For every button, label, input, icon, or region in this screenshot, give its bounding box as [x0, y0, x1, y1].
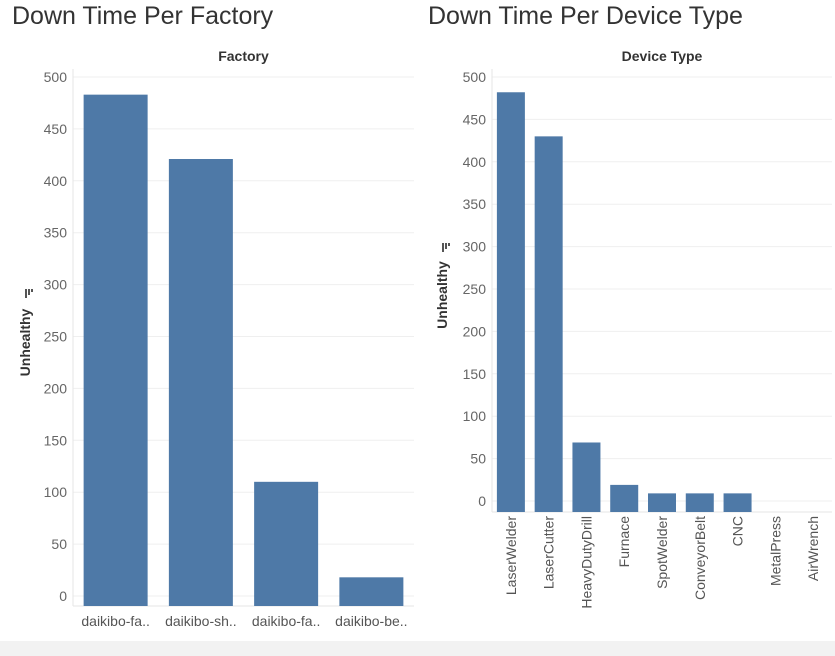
- device-bar: [572, 442, 601, 512]
- x-tick-label: ConveyorBelt: [692, 516, 708, 600]
- factory-bar: [339, 577, 404, 606]
- device-bar: [648, 493, 676, 512]
- device-bar: [496, 92, 525, 512]
- sort-bar: [442, 243, 444, 252]
- y-tick-label: 400: [44, 173, 68, 189]
- device-bar: [534, 136, 563, 513]
- sort-descending-icon: [442, 243, 450, 252]
- y-tick-label: 0: [59, 588, 67, 604]
- x-tick-label: Furnace: [616, 516, 632, 568]
- sort-bar: [445, 243, 447, 249]
- y-tick-label: 350: [44, 225, 68, 241]
- factory-bar: [83, 94, 148, 606]
- x-tick-label: daikibo-fa..: [81, 613, 149, 629]
- x-tick-label: daikibo-be..: [335, 613, 407, 629]
- sort-bar: [31, 289, 33, 292]
- y-tick-label: 100: [44, 484, 68, 500]
- y-tick-label: 250: [463, 281, 487, 297]
- y-tick-label: 200: [44, 380, 68, 396]
- status-strip: [0, 641, 835, 656]
- y-tick-label: 300: [44, 277, 68, 293]
- x-tick-label: daikibo-fa..: [252, 613, 320, 629]
- x-tick-label: LaserWelder: [503, 516, 519, 595]
- y-axis-label: Unhealthy: [17, 308, 33, 376]
- device-type-chart: Device Type 0 50 100 150 200 250 300 350 400 450 50…: [434, 48, 832, 609]
- y-tick-label: 400: [463, 154, 487, 170]
- y-tick-label: 200: [463, 323, 487, 339]
- chart-title-factory: Down Time Per Factory: [12, 2, 274, 30]
- y-tick-label: 300: [463, 239, 487, 255]
- y-tick-label: 100: [463, 408, 487, 424]
- factory-bar: [254, 481, 319, 606]
- x-tick-label: MetalPress: [767, 516, 783, 586]
- sort-bar: [448, 243, 450, 246]
- x-tick-label: SpotWelder: [654, 516, 670, 589]
- sort-bar: [28, 289, 30, 295]
- column-header: Device Type: [622, 48, 703, 64]
- factory-bar: [168, 159, 233, 606]
- y-axis-label: Unhealthy: [434, 261, 450, 329]
- sort-descending-icon: [25, 289, 33, 298]
- y-tick-label: 50: [470, 451, 486, 467]
- y-tick-label: 250: [44, 329, 68, 345]
- y-tick-label: 450: [44, 121, 68, 137]
- chart-title-device-type: Down Time Per Device Type: [428, 2, 743, 30]
- column-header: Factory: [218, 48, 269, 64]
- x-tick-label: daikibo-sh..: [165, 613, 237, 629]
- y-tick-label: 500: [44, 69, 68, 85]
- y-tick-label: 50: [51, 536, 67, 552]
- factory-chart: Factory 0 50 100 150 200 250 300 350 400 450 500 Unh…: [17, 48, 414, 629]
- device-bar: [685, 493, 714, 512]
- x-tick-label: LaserCutter: [541, 516, 557, 589]
- x-tick-label: AirWrench: [805, 516, 821, 581]
- x-tick-label: CNC: [730, 516, 746, 546]
- y-tick-label: 150: [463, 366, 487, 382]
- sort-bar: [25, 289, 27, 298]
- y-tick-label: 0: [478, 493, 486, 509]
- device-bar: [723, 493, 752, 512]
- y-tick-label: 500: [463, 69, 487, 85]
- x-tick-label: HeavyDutyDrill: [578, 516, 594, 609]
- y-tick-label: 350: [463, 196, 487, 212]
- device-bar: [610, 484, 639, 512]
- y-tick-label: 150: [44, 432, 68, 448]
- y-tick-label: 450: [463, 111, 487, 127]
